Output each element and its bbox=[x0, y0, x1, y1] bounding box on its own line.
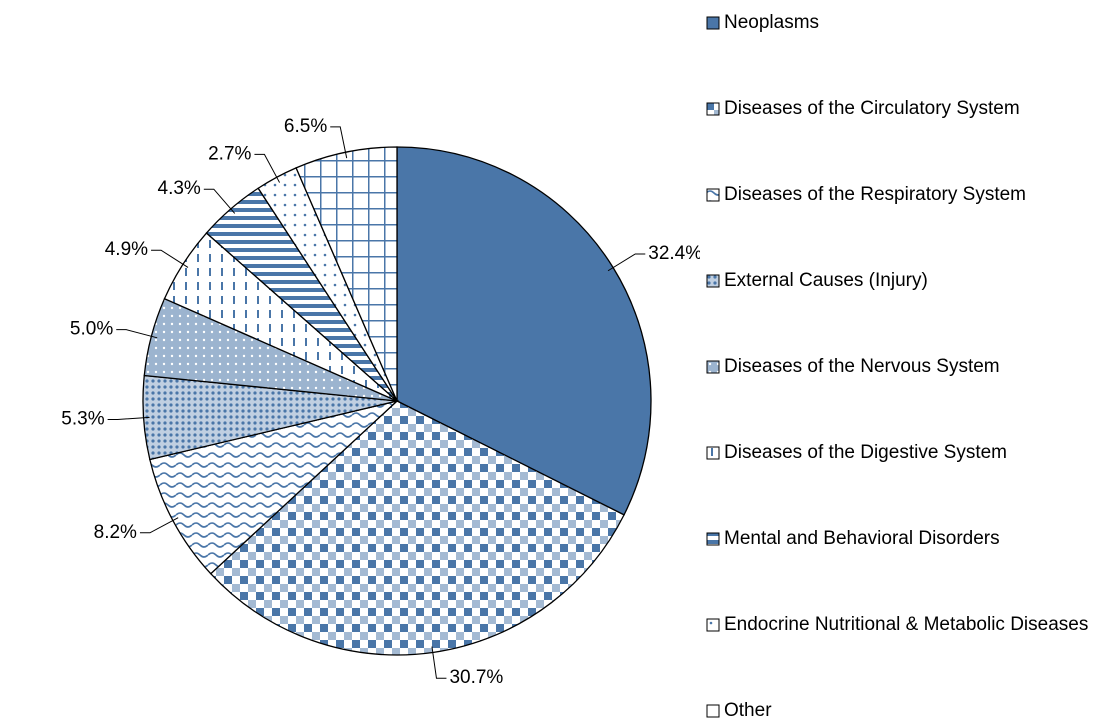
legend-swatch-box bbox=[706, 102, 720, 116]
legend-item: Other bbox=[706, 700, 1096, 722]
legend-item: Diseases of the Digestive System bbox=[706, 442, 1096, 464]
legend-label: Diseases of the Nervous System bbox=[724, 356, 1000, 377]
legend-label: External Causes (Injury) bbox=[724, 270, 928, 291]
leader-line bbox=[116, 329, 158, 339]
legend-label: Other bbox=[724, 700, 772, 721]
data-label: 8.2% bbox=[94, 522, 137, 543]
legend-swatch bbox=[706, 274, 720, 288]
legend-swatch-box bbox=[706, 360, 720, 374]
leader-line bbox=[151, 249, 189, 268]
legend-swatch bbox=[706, 532, 720, 546]
legend-swatch-box bbox=[706, 446, 720, 460]
legend-label: Mental and Behavioral Disorders bbox=[724, 528, 1000, 549]
legend-swatch-box bbox=[706, 704, 720, 718]
data-label: 30.7% bbox=[449, 667, 503, 688]
data-label: 6.5% bbox=[284, 116, 327, 137]
legend-item: Diseases of the Nervous System bbox=[706, 356, 1096, 378]
data-label: 5.0% bbox=[70, 319, 113, 340]
legend-label: Neoplasms bbox=[724, 12, 820, 33]
legend-item: Endocrine Nutritional & Metabolic Diseas… bbox=[706, 614, 1096, 636]
legend-label: Diseases of the Respiratory System bbox=[724, 184, 1027, 205]
legend-swatch-box bbox=[706, 532, 720, 546]
legend-label: Diseases of the Circulatory System bbox=[724, 98, 1020, 119]
leader-line bbox=[139, 517, 179, 534]
legend-item: Neoplasms bbox=[706, 12, 1096, 34]
leader-line bbox=[330, 126, 348, 159]
data-label: 2.7% bbox=[208, 143, 251, 164]
leader-line bbox=[431, 646, 447, 679]
legend-item: Diseases of the Circulatory System bbox=[706, 98, 1096, 120]
leader-line bbox=[203, 188, 236, 214]
legend-item: External Causes (Injury) bbox=[706, 270, 1096, 292]
leader-line bbox=[607, 253, 646, 272]
data-label: 32.4% bbox=[648, 243, 700, 264]
legend-swatch-box bbox=[706, 274, 720, 288]
legend-swatch bbox=[706, 16, 720, 30]
legend-swatch bbox=[706, 618, 720, 632]
legend-swatch bbox=[706, 704, 720, 718]
legend-swatch bbox=[706, 102, 720, 116]
legend-item: Mental and Behavioral Disorders bbox=[706, 528, 1096, 550]
leader-line bbox=[107, 416, 150, 420]
legend-swatch-box bbox=[706, 16, 720, 30]
data-label: 5.3% bbox=[61, 408, 104, 429]
data-label: 4.3% bbox=[158, 178, 201, 199]
legend-swatch-box bbox=[706, 618, 720, 632]
legend-label: Diseases of the Digestive System bbox=[724, 442, 1008, 463]
chart: 32.4% 30.7% 8.2% 5.3% 5.0% 4.9% 4.3% 2.7% 6.5% bbox=[61, 116, 700, 688]
legend-swatch bbox=[706, 360, 720, 374]
leader-line bbox=[254, 153, 281, 183]
legend-swatch bbox=[706, 446, 720, 460]
legend-swatch bbox=[706, 188, 720, 202]
legend-item: Diseases of the Respiratory System bbox=[706, 184, 1096, 206]
legend-swatch-box bbox=[706, 188, 720, 202]
legend-label: Endocrine Nutritional & Metabolic Diseas… bbox=[724, 614, 1089, 635]
data-label: 4.9% bbox=[105, 239, 148, 260]
